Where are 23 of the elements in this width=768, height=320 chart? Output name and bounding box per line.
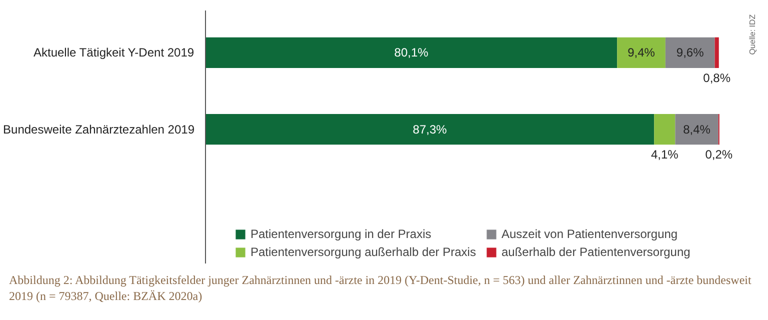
legend-label: außerhalb der Patientenversorgung <box>502 245 692 259</box>
bar <box>665 37 715 68</box>
y-tick-label: Bundesweite Zahnärztezahlen 2019 <box>3 122 195 136</box>
legend-label: Auszeit von Patientenversorgung <box>502 227 679 241</box>
data-label: 9,4% <box>628 46 656 60</box>
source-note: Quelle: IDZ <box>748 14 757 55</box>
bar <box>714 37 719 68</box>
data-label: 0,2% <box>705 148 733 162</box>
data-label: 8,4% <box>683 122 711 136</box>
legend-label: Patientenversorgung außerhalb der Praxis <box>250 245 477 259</box>
data-label: 9,6% <box>676 46 704 60</box>
bar <box>654 114 676 145</box>
data-label: 0,8% <box>703 71 731 86</box>
data-label: 87,3% <box>412 122 448 136</box>
bar <box>617 37 666 68</box>
bar <box>206 37 618 68</box>
bar <box>206 114 654 145</box>
text: Abbildung 2: Abbildung Tätigkeitsfelder junger Zahnärztinnen und -ärzte in 2019 (Y-Dent-Studie, n = 563) und aller Zahnärztinnen und -ärzte bundesweit 2019 (n = 79387, Quelle: BZÄK 2020a) <box>9 273 752 304</box>
data-label: 4,1% <box>650 148 679 162</box>
bar <box>675 114 718 145</box>
legend-label: Patientenversorgung in der Praxis <box>250 227 432 241</box>
y-tick-label: Aktuelle Tätigkeit Y-Dent 2019 <box>34 46 194 60</box>
data-label: 80,1% <box>394 46 429 60</box>
